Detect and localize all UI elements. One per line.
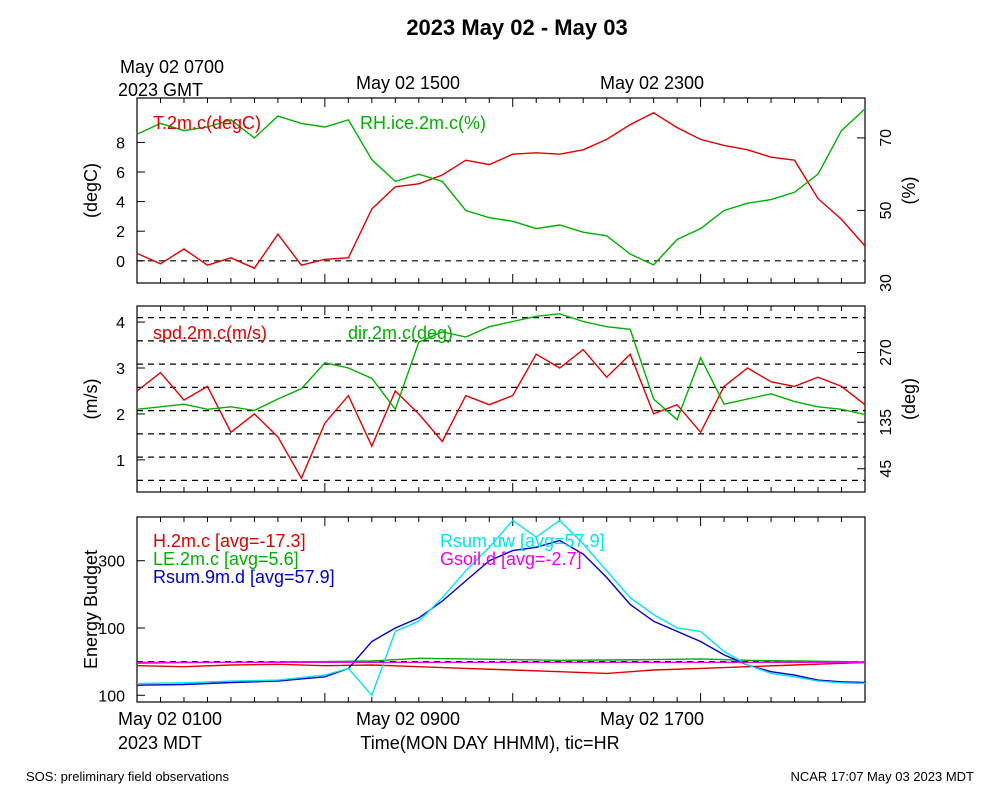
legend-entry-2-1: LE.2m.c [avg=5.6] bbox=[153, 549, 299, 569]
bottom-time-label-0: May 02 0100 bbox=[118, 709, 222, 729]
bottom-time-label-1: 2023 MDT bbox=[118, 733, 202, 753]
y-tick-label-left: 100 bbox=[98, 688, 125, 705]
y-tick-label-left: 4 bbox=[116, 195, 125, 212]
y-tick-label-left: 3 bbox=[116, 361, 125, 378]
series-line-2-3 bbox=[136, 519, 866, 697]
y-tick-label-right: 270 bbox=[878, 339, 895, 366]
series-line-2-2 bbox=[136, 539, 866, 686]
y-tick-label-left: 1 bbox=[116, 453, 125, 470]
y-tick-label-right: 135 bbox=[878, 409, 895, 436]
legend-entry-2-4: Gsoil.d [avg=-2.7] bbox=[440, 549, 582, 569]
y-axis-label-right: (deg) bbox=[899, 378, 919, 420]
series-line-0-0 bbox=[136, 111, 866, 270]
y-tick-label-right: 70 bbox=[878, 129, 895, 147]
y-tick-label-left: 2 bbox=[116, 224, 125, 241]
legend-entry-2-2: Rsum.9m.d [avg=57.9] bbox=[153, 567, 335, 587]
series-line-0-1 bbox=[136, 108, 866, 266]
y-tick-label-left: 100 bbox=[98, 621, 125, 638]
series-line-1-0 bbox=[136, 348, 866, 480]
footer-right: NCAR 17:07 May 03 2023 MDT bbox=[790, 769, 974, 784]
series-line-1-1 bbox=[136, 313, 866, 421]
y-tick-label-left: 300 bbox=[98, 554, 125, 571]
legend-entry-2-0: H.2m.c [avg=-17.3] bbox=[153, 531, 306, 551]
y-axis-label-left: Energy Budget bbox=[81, 550, 101, 669]
y-tick-label-left: 2 bbox=[116, 407, 125, 424]
y-tick-label-left: 6 bbox=[116, 165, 125, 182]
y-axis-label-left: (m/s) bbox=[81, 379, 101, 420]
footer-left: SOS: preliminary field observations bbox=[26, 769, 230, 784]
panel-wind: 1 2 3 4 (m/s) 45 135 270(deg) spd.2m.c(m/s) dir.2… bbox=[81, 305, 919, 493]
panel-frame bbox=[136, 516, 866, 703]
legend-entry-1-0: spd.2m.c(m/s) bbox=[153, 323, 267, 343]
legend-entry-0-1: RH.ice.2m.c(%) bbox=[360, 113, 486, 133]
y-tick-label-left: 8 bbox=[116, 135, 125, 152]
series-line-2-0 bbox=[136, 661, 866, 675]
panel-temp-rh: 0 2 4 6 8 (degC) 30 50 70 (%) T.2m.c(degC) RH.ice.2… bbox=[81, 97, 919, 292]
bottom-time-label-3: May 02 1700 bbox=[600, 709, 704, 729]
top-time-label-2: May 02 1500 bbox=[356, 73, 460, 93]
y-tick-label-left: 0 bbox=[116, 254, 125, 271]
y-tick-label-right: 30 bbox=[878, 274, 895, 292]
chart-panels: 0 2 4 6 8 (degC) 30 50 70 (%) T.2m.c(degC) RH.ice.2… bbox=[81, 97, 919, 705]
top-time-label-3: May 02 2300 bbox=[600, 73, 704, 93]
legend-entry-1-1: dir.2m.c(deg) bbox=[348, 323, 453, 343]
y-tick-label-right: 45 bbox=[878, 460, 895, 478]
x-axis-label: Time(MON DAY HHMM), tic=HR bbox=[360, 733, 619, 753]
y-axis-label-right: (%) bbox=[899, 177, 919, 205]
y-tick-label-right: 50 bbox=[878, 201, 895, 219]
panel-frame bbox=[136, 305, 866, 493]
chart-title: 2023 May 02 - May 03 bbox=[406, 15, 627, 40]
y-tick-label-left: 4 bbox=[116, 315, 125, 332]
legend-entry-2-3: Rsum.uw [avg=57.9] bbox=[440, 531, 605, 551]
bottom-time-label-2: May 02 0900 bbox=[356, 709, 460, 729]
top-time-label-1: 2023 GMT bbox=[118, 80, 203, 100]
legend-entry-0-0: T.2m.c(degC) bbox=[153, 113, 261, 133]
y-axis-label-left: (degC) bbox=[81, 163, 101, 218]
panel-frame bbox=[136, 97, 866, 284]
top-time-label-0: May 02 0700 bbox=[120, 57, 224, 77]
